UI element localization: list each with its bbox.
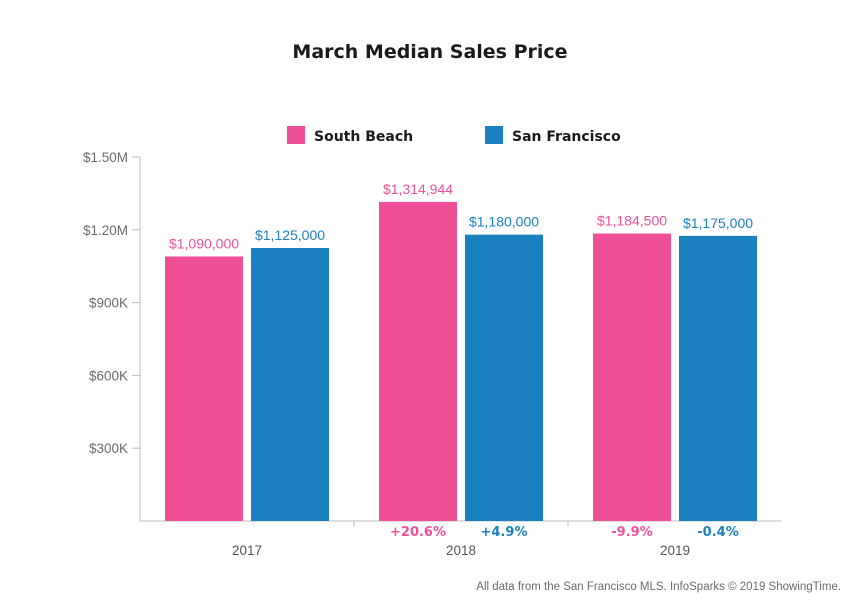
bar	[465, 234, 543, 522]
data-label: $1,175,000	[683, 215, 753, 231]
data-labels: $1,090,000 $1,125,000 $1,314,944 +20.6% $1,1…	[169, 181, 753, 540]
y-tick-label: $1.20M	[83, 223, 128, 238]
y-tick-label: $900K	[89, 296, 128, 311]
change-label: -0.4%	[697, 525, 738, 540]
bar	[593, 233, 671, 521]
legend-swatch-south-beach	[287, 126, 305, 144]
legend-swatch-san-francisco	[485, 126, 503, 144]
legend: South Beach San Francisco	[287, 126, 621, 145]
x-tick-label: 2018	[446, 543, 476, 558]
x-tick-label: 2017	[232, 543, 262, 558]
y-tick-label: $300K	[89, 441, 128, 456]
bar	[251, 248, 329, 521]
data-label: $1,314,944	[383, 181, 453, 197]
bars	[165, 201, 757, 522]
chart-title: March Median Sales Price	[292, 41, 567, 63]
data-label: $1,180,000	[469, 214, 539, 230]
y-tick-label: $600K	[89, 368, 128, 383]
bar	[379, 201, 457, 521]
y-tick-label: $1.50M	[83, 150, 128, 165]
bar	[679, 235, 757, 521]
footer-source: All data from the San Francisco MLS. Inf…	[476, 581, 841, 593]
data-label: $1,125,000	[255, 227, 325, 243]
legend-label-san-francisco: San Francisco	[512, 129, 621, 145]
data-label: $1,090,000	[169, 235, 239, 251]
bar	[165, 256, 243, 521]
axes: $300K $600K $900K $1.20M $1.50M 2017 2018 2019	[83, 150, 782, 558]
change-label: +4.9%	[481, 525, 528, 540]
x-tick-label: 2019	[660, 543, 690, 558]
legend-label-south-beach: South Beach	[314, 129, 413, 145]
change-label: +20.6%	[390, 525, 446, 540]
data-label: $1,184,500	[597, 213, 667, 229]
change-label: -9.9%	[611, 525, 652, 540]
